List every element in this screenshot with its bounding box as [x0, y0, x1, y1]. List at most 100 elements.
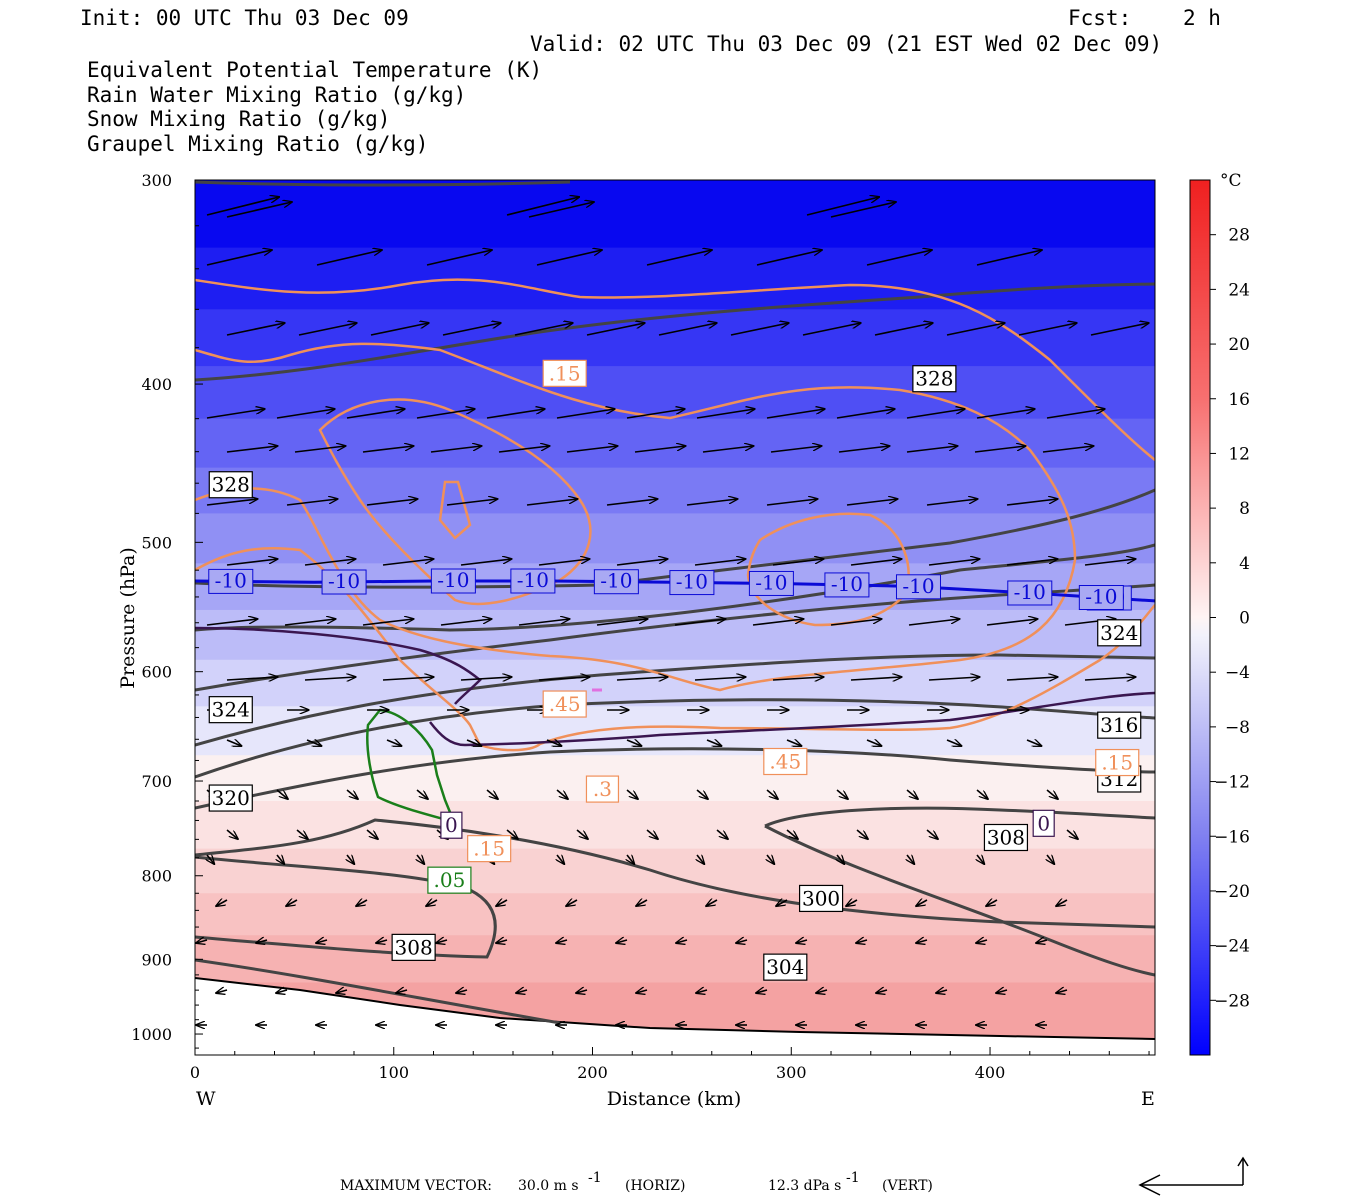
wind-vector: [356, 900, 368, 906]
temperature-band: [195, 513, 1155, 565]
wind-vector: [316, 940, 328, 943]
ground-line: [195, 977, 1155, 1040]
wind-vector: [557, 855, 564, 864]
colorbar-tick-label: −28: [1214, 991, 1250, 1011]
wind-vector: [1056, 990, 1068, 993]
wind-vector: [786, 740, 801, 746]
wind-vector: [498, 446, 549, 453]
x-tick-label: 200: [577, 1063, 608, 1082]
wind-vector: [366, 499, 417, 506]
wind-vector: [296, 829, 308, 839]
theta-e-label: 316: [1097, 711, 1142, 739]
wind-vector: [276, 990, 288, 993]
minus10-label: -10: [748, 570, 794, 596]
colorbar-tick-label: 28: [1228, 226, 1250, 246]
wind-vector: [226, 323, 285, 336]
colorbar-tick-label: 12: [1228, 444, 1250, 464]
temperature-band: [195, 467, 1155, 515]
colorbar-tick-label: 24: [1228, 280, 1250, 300]
wind-vector: [906, 409, 965, 419]
theta-e-label-text: 328: [212, 473, 250, 497]
colorbar: 28 24 20 16 12 8 4 0 −4 −8 −12 −16 −20 −24 −28 °C: [1189, 171, 1250, 1056]
wind-vector: [306, 740, 321, 746]
wind-vector: [1018, 323, 1077, 336]
wind-vector: [207, 855, 214, 864]
wind-vector: [796, 940, 808, 943]
wind-vector: [286, 900, 298, 906]
theta-e-label-text: 320: [212, 786, 250, 810]
forecast-label: Fcst:: [1068, 6, 1131, 30]
vert-exp: -1: [846, 1170, 860, 1186]
wind-vector: [1026, 740, 1041, 746]
wind-vector: [426, 250, 492, 266]
wind-vector: [304, 559, 355, 566]
wind-vector: [856, 829, 868, 839]
y-tick-label: 400: [141, 375, 172, 394]
wind-vector: [916, 900, 928, 906]
wind-vector: [206, 250, 272, 266]
wind-vector: [486, 409, 545, 419]
wind-vector: [616, 559, 667, 566]
wind-vector: [346, 789, 358, 799]
wind-vector: [752, 619, 803, 626]
wind-vector: [694, 677, 745, 680]
wind-vector: [766, 499, 817, 506]
wind-vector: [586, 323, 645, 336]
vert-unit: (VERT): [882, 1178, 933, 1194]
wind-vector: [646, 250, 712, 266]
wind-vector: [1036, 940, 1048, 943]
wind-vector: [538, 677, 589, 680]
wind-vector: [756, 250, 822, 266]
wind-vector: [616, 677, 667, 680]
forecast-hour: 2 h: [1183, 6, 1221, 30]
temperature-band: [195, 935, 1155, 984]
wind-vector: [436, 940, 448, 943]
colorbar-tick-label: −12: [1214, 773, 1250, 793]
colorbar-tick-label: 8: [1239, 499, 1250, 519]
minus10-label: -10: [510, 568, 556, 594]
y-tick-label: 500: [141, 533, 172, 552]
wind-vector: [646, 829, 658, 839]
wind-vector: [206, 619, 257, 626]
valid-time: Valid: 02 UTC Thu 03 Dec 09 (21 EST Wed …: [530, 32, 1162, 56]
wind-vector: [1090, 323, 1149, 336]
wind-vector: [706, 740, 721, 746]
wind-vector: [442, 323, 501, 336]
wind-vector: [536, 250, 602, 266]
wind-vector: [416, 409, 475, 419]
wind-vector: [636, 900, 648, 906]
wind-vector: [566, 900, 578, 906]
wind-vector: [298, 323, 357, 336]
wind-vector: [926, 829, 938, 839]
wind-vector: [928, 559, 979, 566]
wind-vector: [226, 446, 277, 453]
wind-vector: [1006, 499, 1057, 506]
wind-vector: [538, 559, 589, 566]
wind-vector: [277, 855, 284, 864]
wind-vector: [616, 940, 628, 943]
minus10-label-text: -10: [831, 572, 863, 596]
wind-vector: [770, 446, 821, 453]
wind-vector: [386, 740, 401, 746]
wind-vector: [686, 499, 737, 506]
wind-vector: [576, 829, 588, 839]
wind-vector: [907, 855, 914, 864]
x-tick-label: 0: [190, 1063, 200, 1082]
legend-graupel: Graupel Mixing Ratio (g/kg): [87, 132, 428, 156]
wind-vector: [906, 446, 957, 453]
wind-vector: [838, 446, 889, 453]
theta-e-label-text: 328: [915, 367, 953, 391]
temperature-band: [195, 309, 1155, 368]
wind-vector: [658, 323, 717, 336]
minus10-label: -10: [430, 568, 476, 594]
wind-vector: [767, 855, 774, 864]
wind-vector: [996, 990, 1008, 993]
temperature-band: [195, 893, 1155, 937]
theta-e-label: 324: [1097, 619, 1142, 647]
wind-vector: [362, 446, 413, 453]
wind-vector: [756, 990, 768, 993]
contour-labels: 328328324324320316312308308304300.15.45.…: [208, 359, 1142, 981]
wind-vector: [496, 940, 508, 943]
plot-frame: [194, 179, 1156, 1056]
wind-vector: [576, 990, 588, 993]
